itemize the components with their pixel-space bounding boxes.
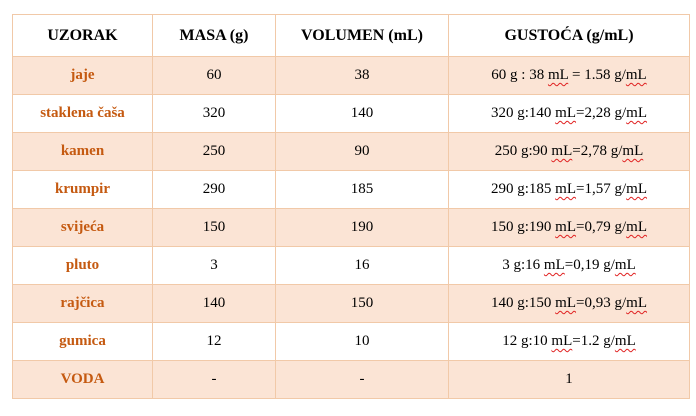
density-text-pre: 320 g:140 — [491, 105, 556, 121]
header-mass: MASA (g) — [152, 14, 276, 57]
sample-name-cell: VODA — [12, 360, 153, 399]
density-text-pre: 1 — [565, 371, 573, 387]
sample-name-cell: pluto — [12, 246, 153, 285]
table-row: staklena čaša 320 140 320 g:140 mL=2,28 … — [12, 94, 690, 133]
density-unit-flagged-2: mL — [614, 257, 636, 273]
sample-name-cell: staklena čaša — [12, 94, 153, 133]
density-table-container: UZORAK MASA (g) VOLUMEN (mL) GUSTOĆA (g/… — [12, 14, 690, 399]
mass-cell: 150 — [152, 208, 276, 247]
table-row: svijeća 150 190 150 g:190 mL=0,79 g/mL — [12, 208, 690, 247]
mass-cell: 290 — [152, 170, 276, 209]
table-row: kamen 250 90 250 g:90 mL=2,78 g/mL — [12, 132, 690, 171]
table-row: gumica 12 10 12 g:10 mL=1.2 g/mL — [12, 322, 690, 361]
density-text-post: =1.2 g/ — [572, 333, 615, 349]
density-unit-flagged-2: mL — [626, 219, 647, 235]
sample-name-cell: rajčica — [12, 284, 153, 323]
density-text-post: = 1.58 g/ — [568, 67, 626, 83]
volume-cell: 185 — [275, 170, 449, 209]
density-cell: 60 g : 38 mL = 1.58 g/mL — [448, 56, 690, 95]
table-row: jaje 60 38 60 g : 38 mL = 1.58 g/mL — [12, 56, 690, 95]
density-table: UZORAK MASA (g) VOLUMEN (mL) GUSTOĆA (g/… — [12, 14, 690, 399]
density-text-post: =0,79 g/ — [576, 219, 627, 235]
density-unit-flagged: mL — [551, 143, 573, 159]
density-text-pre: 140 g:150 — [491, 295, 556, 311]
density-text-pre: 60 g : 38 — [491, 67, 548, 83]
density-unit-flagged: mL — [543, 257, 565, 273]
mass-cell: 320 — [152, 94, 276, 133]
table-row: rajčica 140 150 140 g:150 mL=0,93 g/mL — [12, 284, 690, 323]
density-text-post: =2,28 g/ — [576, 105, 627, 121]
density-text-post: =1,57 g/ — [576, 181, 627, 197]
sample-name-cell: svijeća — [12, 208, 153, 247]
density-text-pre: 250 g:90 — [494, 143, 552, 159]
mass-cell: 250 — [152, 132, 276, 171]
table-row: VODA - - 1 — [12, 360, 690, 399]
sample-name-cell: jaje — [12, 56, 153, 95]
volume-cell: 10 — [275, 322, 449, 361]
header-row: UZORAK MASA (g) VOLUMEN (mL) GUSTOĆA (g/… — [12, 14, 690, 57]
density-cell: 12 g:10 mL=1.2 g/mL — [448, 322, 690, 361]
density-unit-flagged-2: mL — [622, 143, 644, 159]
volume-cell: 90 — [275, 132, 449, 171]
header-sample: UZORAK — [12, 14, 153, 57]
density-cell: 1 — [448, 360, 690, 399]
mass-cell: 140 — [152, 284, 276, 323]
sample-name-cell: kamen — [12, 132, 153, 171]
mass-cell: 60 — [152, 56, 276, 95]
density-unit-flagged: mL — [555, 219, 577, 235]
density-unit-flagged-2: mL — [626, 105, 647, 121]
mass-cell: 12 — [152, 322, 276, 361]
density-cell: 320 g:140 mL=2,28 g/mL — [448, 94, 690, 133]
density-unit-flagged: mL — [555, 295, 577, 311]
volume-cell: 190 — [275, 208, 449, 247]
density-cell: 140 g:150 mL=0,93 g/mL — [448, 284, 690, 323]
density-unit-flagged-2: mL — [614, 333, 636, 349]
density-text-post: =2,78 g/ — [572, 143, 623, 159]
header-volume: VOLUMEN (mL) — [275, 14, 449, 57]
density-cell: 150 g:190 mL=0,79 g/mL — [448, 208, 690, 247]
table-row: pluto 3 16 3 g:16 mL=0,19 g/mL — [12, 246, 690, 285]
density-cell: 3 g:16 mL=0,19 g/mL — [448, 246, 690, 285]
density-unit-flagged: mL — [555, 181, 577, 197]
density-unit-flagged: mL — [551, 333, 573, 349]
sample-name-cell: gumica — [12, 322, 153, 361]
density-text-pre: 150 g:190 — [491, 219, 556, 235]
density-unit-flagged-2: mL — [626, 295, 647, 311]
volume-cell: 150 — [275, 284, 449, 323]
mass-cell: - — [152, 360, 276, 399]
density-cell: 250 g:90 mL=2,78 g/mL — [448, 132, 690, 171]
density-text-post: =0,19 g/ — [564, 257, 615, 273]
sample-name-cell: krumpir — [12, 170, 153, 209]
density-unit-flagged: mL — [547, 67, 569, 83]
volume-cell: - — [275, 360, 449, 399]
header-density: GUSTOĆA (g/mL) — [448, 14, 690, 57]
volume-cell: 16 — [275, 246, 449, 285]
density-cell: 290 g:185 mL=1,57 g/mL — [448, 170, 690, 209]
volume-cell: 38 — [275, 56, 449, 95]
density-unit-flagged: mL — [555, 105, 577, 121]
density-unit-flagged-2: mL — [625, 67, 647, 83]
density-text-pre: 290 g:185 — [491, 181, 556, 197]
table-row: krumpir 290 185 290 g:185 mL=1,57 g/mL — [12, 170, 690, 209]
volume-cell: 140 — [275, 94, 449, 133]
density-text-pre: 3 g:16 — [502, 257, 544, 273]
mass-cell: 3 — [152, 246, 276, 285]
density-text-pre: 12 g:10 — [502, 333, 552, 349]
density-text-post: =0,93 g/ — [576, 295, 627, 311]
density-unit-flagged-2: mL — [626, 181, 647, 197]
